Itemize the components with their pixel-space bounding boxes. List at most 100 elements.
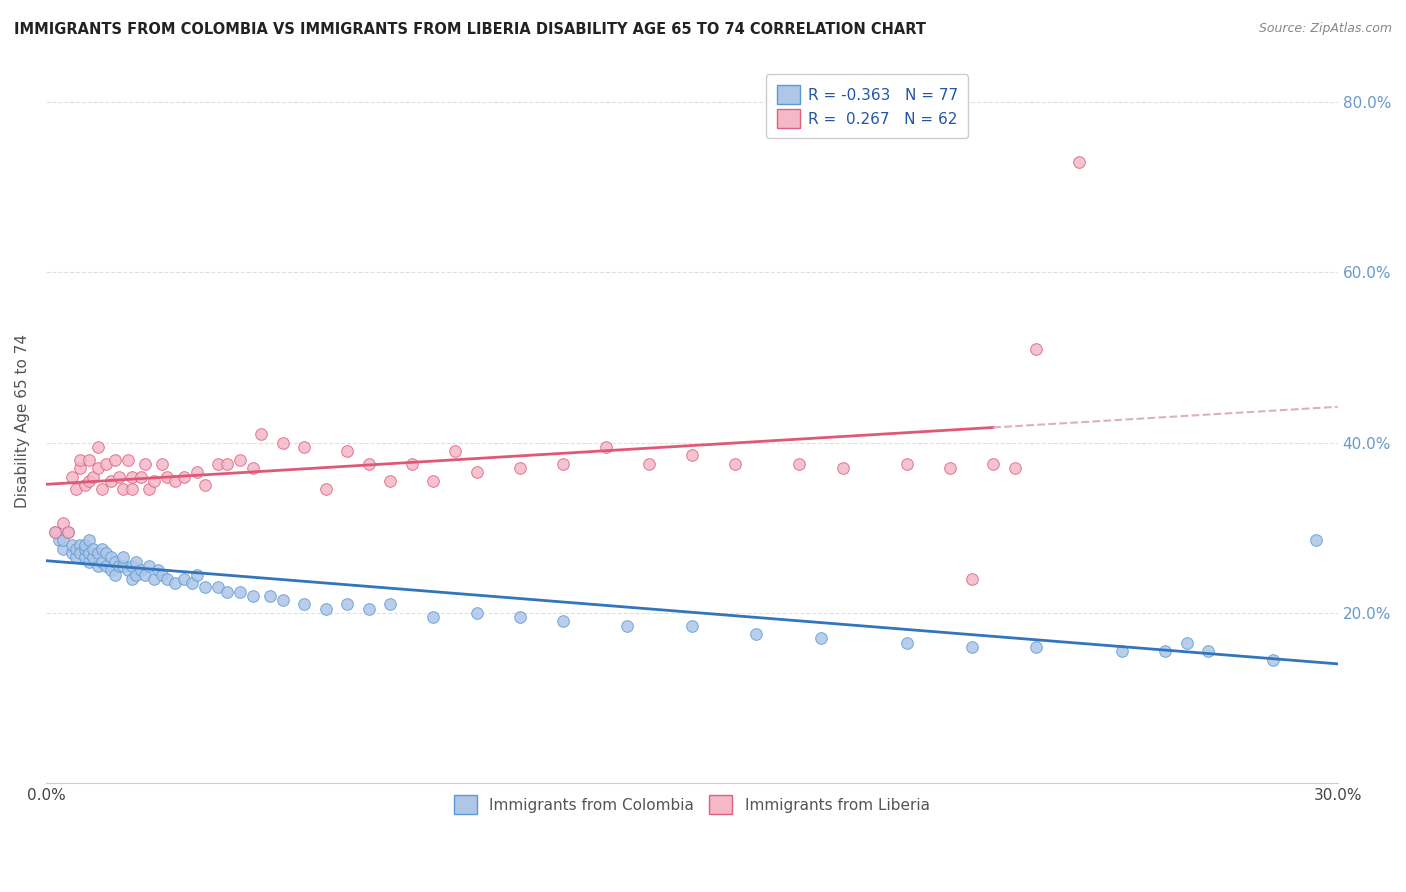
- Point: [52, 516, 75, 531]
- Point: [69, 452, 91, 467]
- Point: [1025, 342, 1047, 356]
- Point: [681, 448, 703, 462]
- Point: [121, 572, 143, 586]
- Point: [551, 457, 574, 471]
- Point: [77, 474, 100, 488]
- Point: [173, 572, 195, 586]
- Point: [401, 457, 423, 471]
- Point: [121, 559, 143, 574]
- Point: [465, 466, 488, 480]
- Point: [509, 461, 531, 475]
- Point: [56, 524, 79, 539]
- Point: [108, 559, 131, 574]
- Point: [422, 610, 444, 624]
- Point: [315, 601, 337, 615]
- Point: [52, 533, 75, 548]
- Point: [52, 541, 75, 556]
- Point: [60, 469, 83, 483]
- Point: [357, 601, 380, 615]
- Point: [810, 632, 832, 646]
- Point: [112, 550, 135, 565]
- Point: [336, 597, 359, 611]
- Point: [896, 635, 918, 649]
- Point: [65, 483, 87, 497]
- Point: [86, 559, 108, 574]
- Point: [150, 457, 173, 471]
- Point: [108, 469, 131, 483]
- Point: [551, 615, 574, 629]
- Point: [1198, 644, 1220, 658]
- Point: [82, 550, 104, 565]
- Point: [165, 474, 187, 488]
- Text: IMMIGRANTS FROM COLOMBIA VS IMMIGRANTS FROM LIBERIA DISABILITY AGE 65 TO 74 CORR: IMMIGRANTS FROM COLOMBIA VS IMMIGRANTS F…: [14, 22, 927, 37]
- Point: [60, 538, 83, 552]
- Point: [125, 567, 148, 582]
- Point: [134, 457, 156, 471]
- Point: [69, 546, 91, 560]
- Point: [745, 627, 768, 641]
- Point: [44, 524, 66, 539]
- Point: [73, 478, 96, 492]
- Point: [91, 483, 114, 497]
- Point: [194, 478, 217, 492]
- Point: [981, 457, 1004, 471]
- Point: [142, 572, 165, 586]
- Point: [129, 469, 152, 483]
- Point: [104, 555, 127, 569]
- Point: [100, 550, 122, 565]
- Point: [77, 546, 100, 560]
- Legend: Immigrants from Colombia, Immigrants from Liberia: Immigrants from Colombia, Immigrants fro…: [441, 783, 942, 826]
- Point: [112, 483, 135, 497]
- Point: [60, 546, 83, 560]
- Point: [292, 440, 315, 454]
- Point: [96, 559, 118, 574]
- Point: [1069, 154, 1091, 169]
- Point: [1305, 533, 1327, 548]
- Text: Source: ZipAtlas.com: Source: ZipAtlas.com: [1258, 22, 1392, 36]
- Point: [1025, 640, 1047, 654]
- Point: [91, 541, 114, 556]
- Point: [1111, 644, 1133, 658]
- Point: [112, 559, 135, 574]
- Point: [292, 597, 315, 611]
- Point: [142, 474, 165, 488]
- Point: [242, 461, 264, 475]
- Point: [86, 440, 108, 454]
- Point: [44, 524, 66, 539]
- Point: [357, 457, 380, 471]
- Point: [465, 606, 488, 620]
- Point: [69, 538, 91, 552]
- Point: [336, 444, 359, 458]
- Point: [155, 572, 177, 586]
- Point: [1154, 644, 1177, 658]
- Point: [134, 567, 156, 582]
- Point: [165, 576, 187, 591]
- Point: [96, 457, 118, 471]
- Point: [125, 555, 148, 569]
- Point: [146, 563, 169, 577]
- Point: [1175, 635, 1198, 649]
- Point: [77, 452, 100, 467]
- Point: [194, 580, 217, 594]
- Point: [960, 572, 983, 586]
- Point: [73, 538, 96, 552]
- Point: [315, 483, 337, 497]
- Point: [82, 541, 104, 556]
- Point: [724, 457, 747, 471]
- Point: [215, 584, 238, 599]
- Point: [422, 474, 444, 488]
- Point: [73, 550, 96, 565]
- Point: [65, 550, 87, 565]
- Point: [86, 546, 108, 560]
- Point: [77, 555, 100, 569]
- Point: [789, 457, 811, 471]
- Point: [380, 474, 402, 488]
- Point: [207, 457, 229, 471]
- Point: [77, 533, 100, 548]
- Point: [65, 541, 87, 556]
- Point: [150, 567, 173, 582]
- Point: [100, 474, 122, 488]
- Point: [173, 469, 195, 483]
- Point: [831, 461, 853, 475]
- Point: [138, 483, 160, 497]
